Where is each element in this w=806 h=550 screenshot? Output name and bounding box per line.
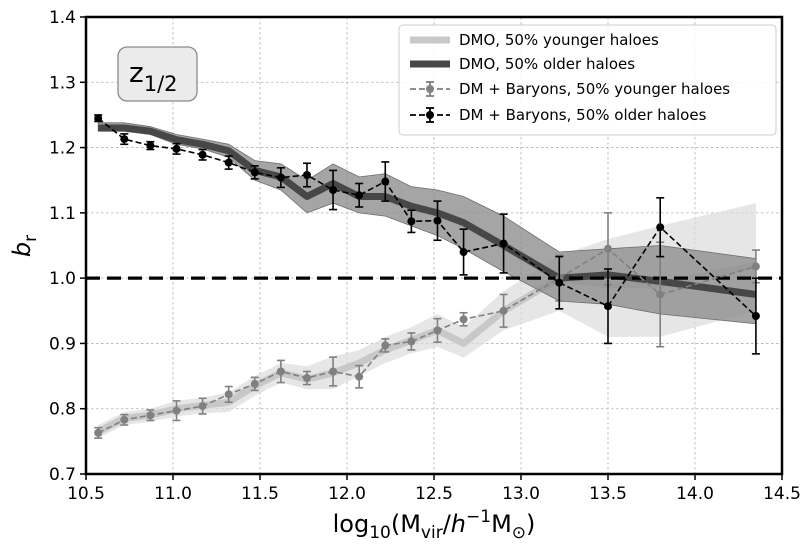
series-markers — [94, 114, 760, 439]
bar-young-line — [97, 247, 757, 434]
y-tick-label: 0.9 — [49, 334, 76, 354]
bar-old-point — [751, 312, 760, 321]
bar-old-point — [146, 141, 155, 150]
legend-swatch-bar-young — [410, 81, 450, 97]
annotation-sub: 1/2 — [144, 72, 178, 96]
bar-old-point — [276, 173, 285, 182]
y-tick-label: 1.0 — [49, 269, 76, 289]
y-tick-label: 1.2 — [49, 139, 76, 159]
bar-old-point — [355, 191, 364, 200]
bar-young-point — [276, 367, 285, 376]
bar-old-point — [329, 186, 338, 195]
legend-label-dmo-young: DMO, 50% younger haloes — [459, 31, 659, 49]
bar-old-point — [656, 223, 665, 232]
bar-old-point — [250, 168, 259, 177]
xlabel-open: (M — [391, 510, 421, 538]
x-axis-label: log10(Mvir/h−1M⊙) — [333, 507, 536, 543]
redshift-annotation: z1/2 — [117, 46, 198, 102]
xlabel-pre: log — [333, 510, 370, 538]
bar-young-point — [198, 402, 207, 411]
bar-young-point — [499, 306, 508, 315]
bar-young-point — [407, 337, 416, 346]
xlabel-m2: M — [491, 510, 512, 538]
bar-young-point — [250, 379, 259, 388]
series-bands — [96, 122, 757, 439]
bar-young-point — [751, 262, 760, 271]
line-dmo-old — [98, 124, 757, 298]
y-tick-label: 0.7 — [49, 465, 76, 485]
bar-young-point — [433, 326, 442, 335]
ylabel-base: b — [8, 242, 36, 257]
bar-young-point — [120, 415, 129, 424]
xlabel-pre-sub: 10 — [369, 523, 391, 543]
x-tick-label: 14.0 — [676, 484, 714, 504]
legend-label-bar-old: DM + Baryons, 50% older haloes — [459, 106, 707, 124]
bar-old-point — [381, 177, 390, 186]
xlabel-h: h — [451, 510, 466, 538]
axis-ticks: 10.5 11.0 11.5 12.0 12.5 13.0 13.5 14.0 14.5 0.7 0… — [49, 8, 801, 504]
bar-old-point — [499, 239, 508, 248]
y-tick-label: 0.8 — [49, 400, 76, 420]
bar-old-point — [302, 170, 311, 179]
bar-old-point — [555, 278, 564, 287]
bar-young-point — [172, 406, 181, 415]
x-tick-label: 12.0 — [328, 484, 366, 504]
legend-swatch-bar-old — [410, 107, 450, 123]
xlabel-sup: −1 — [466, 507, 491, 527]
bar-young-point — [224, 390, 233, 399]
bar-old-point — [604, 302, 612, 311]
bar-old-point — [198, 150, 207, 159]
bar-young-point — [604, 244, 612, 253]
x-tick-label: 14.5 — [763, 484, 801, 504]
legend: DMO, 50% younger haloes DMO, 50% older h… — [398, 24, 777, 136]
bar-young-point — [656, 290, 665, 299]
bar-young-point — [94, 428, 103, 437]
bar-young-point — [459, 315, 468, 324]
xlabel-sun-sub: ⊙ — [512, 523, 526, 543]
y-axis-label: br — [8, 235, 41, 257]
bar-young-point — [355, 372, 364, 381]
bar-old-point — [407, 217, 416, 226]
legend-label-bar-young: DM + Baryons, 50% younger haloes — [459, 80, 730, 98]
bar-old-point — [224, 158, 233, 167]
y-tick-label: 1.4 — [49, 8, 76, 28]
x-tick-label: 11.0 — [154, 484, 192, 504]
xlabel-slash: / — [443, 510, 452, 538]
bar-old-point — [94, 114, 103, 123]
annotation-text: z1/2 — [129, 56, 178, 96]
annotation-base: z — [129, 56, 144, 89]
legend-label-dmo-old: DMO, 50% older haloes — [459, 55, 635, 73]
x-tick-label: 10.5 — [67, 484, 105, 504]
annotation-box — [117, 46, 198, 102]
bar-old-line — [97, 117, 757, 317]
bar-young-point — [329, 367, 338, 376]
xlabel-m-sub: vir — [421, 523, 443, 543]
bar-old-point — [433, 216, 442, 225]
ylabel-sub: r — [21, 235, 41, 242]
bar-young-point — [302, 374, 311, 383]
bar-young-point — [146, 411, 155, 420]
xlabel-close: ) — [526, 510, 535, 538]
y-tick-label: 1.1 — [49, 204, 76, 224]
bar-old-point — [172, 144, 181, 153]
bar-young-point — [381, 341, 390, 350]
x-tick-label: 13.5 — [589, 484, 627, 504]
y-tick-label: 1.3 — [49, 73, 76, 93]
bar-old-point — [459, 248, 468, 257]
legend-frame — [398, 24, 777, 136]
x-tick-label: 11.5 — [241, 484, 279, 504]
bar-old-point — [120, 135, 129, 144]
x-tick-label: 12.5 — [415, 484, 453, 504]
x-tick-label: 13.0 — [502, 484, 540, 504]
